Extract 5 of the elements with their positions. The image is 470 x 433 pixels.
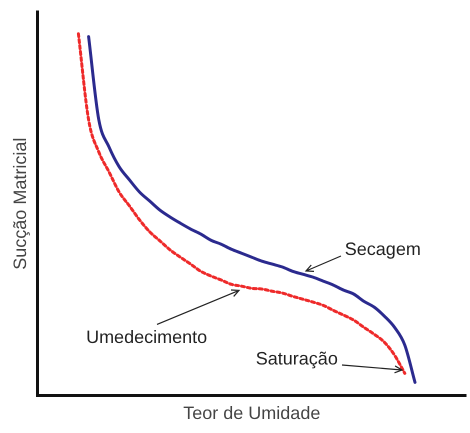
x-axis-title: Teor de Umidade [183, 403, 320, 424]
annotation: Secagem [344, 239, 421, 260]
annotation: Umedecimento [86, 327, 208, 348]
y-axis-title: Sucção Matricial [10, 138, 30, 270]
annotation: Saturação [256, 348, 338, 368]
